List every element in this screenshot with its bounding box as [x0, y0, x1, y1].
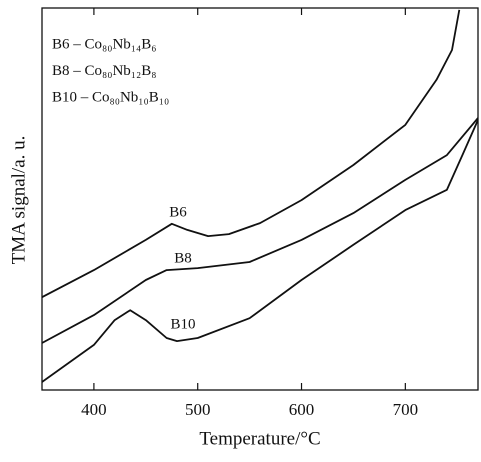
- line-series: [42, 119, 478, 383]
- y-axis-label: TMA signal/a. u.: [8, 136, 29, 265]
- x-tick-label: 400: [81, 400, 107, 419]
- legend-text: B8 – Co₈₀Nb₁₂B₈: [52, 63, 157, 79]
- x-tick-label: 600: [289, 400, 315, 419]
- legend-text: B10 – Co₈₀Nb₁₀B₁₀: [52, 89, 169, 105]
- line-series: [42, 117, 478, 344]
- x-tick-label: 500: [185, 400, 211, 419]
- curve-label: B6: [169, 204, 187, 220]
- curve-label: B8: [174, 250, 192, 266]
- plot-frame: [41, 7, 479, 391]
- x-axis-label: Temperature/°C: [199, 428, 320, 449]
- x-tick-label: 700: [393, 400, 419, 419]
- line-series: [42, 9, 461, 298]
- curve-label: B10: [170, 316, 195, 332]
- legend-text: B6 – Co₈₀Nb₁₄B₆: [52, 36, 157, 52]
